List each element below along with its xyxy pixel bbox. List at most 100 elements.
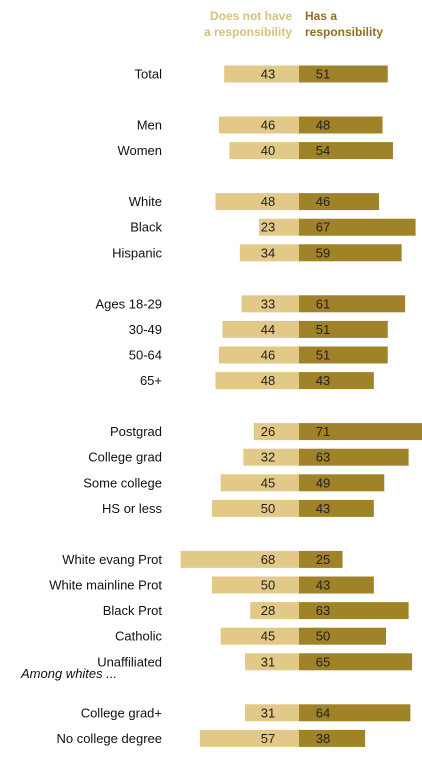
value-does-not-have: 50 [261, 578, 275, 593]
bar-does-not-have [245, 704, 299, 722]
bar-has [299, 423, 422, 441]
bar-has [299, 653, 413, 671]
value-has: 46 [316, 194, 330, 209]
bar-does-not-have [241, 295, 299, 313]
row-label: 30-49 [129, 322, 162, 337]
bar-has [299, 704, 411, 722]
value-has: 63 [316, 450, 330, 465]
bar-does-not-have [218, 346, 299, 364]
group-note: Among whites ... [20, 666, 117, 681]
row-label: Hispanic [112, 245, 162, 260]
value-does-not-have: 50 [261, 501, 275, 516]
value-has: 64 [316, 705, 330, 720]
value-does-not-have: 40 [261, 143, 275, 158]
row-label: College grad [88, 450, 162, 465]
row-label: Total [135, 67, 163, 82]
bar-has [299, 627, 386, 645]
bar-has [299, 244, 402, 262]
bar-does-not-have [215, 193, 299, 211]
bar-has [299, 142, 393, 160]
bar-does-not-have [212, 499, 299, 517]
value-has: 48 [316, 118, 330, 133]
row-label: White [129, 194, 162, 209]
bar-has [299, 729, 366, 747]
bar-does-not-have [212, 576, 299, 594]
value-does-not-have: 44 [261, 322, 275, 337]
row-label: No college degree [56, 731, 162, 746]
bar-does-not-have [222, 320, 299, 338]
row-label: 65+ [140, 373, 162, 388]
value-has: 63 [316, 603, 330, 618]
value-has: 59 [316, 245, 330, 260]
value-has: 51 [316, 348, 330, 363]
bar-does-not-have [224, 65, 299, 83]
bar-does-not-have [180, 550, 299, 568]
bar-has [299, 116, 383, 134]
bar-does-not-have [229, 142, 299, 160]
value-does-not-have: 33 [261, 296, 275, 311]
value-has: 51 [316, 67, 330, 82]
row-label: Ages 18-29 [96, 296, 163, 311]
bar-does-not-have [215, 372, 299, 390]
row-label: Catholic [115, 629, 162, 644]
value-does-not-have: 34 [261, 245, 275, 260]
bar-has [299, 346, 388, 364]
value-does-not-have: 45 [261, 475, 275, 490]
bar-does-not-have [243, 448, 299, 466]
bar-has [299, 295, 406, 313]
bar-has [299, 499, 374, 517]
bar-does-not-have [220, 474, 299, 492]
legend-label-does-not-have: Does not have [210, 9, 292, 23]
row-label: 50-64 [129, 348, 162, 363]
value-has: 25 [316, 552, 330, 567]
row-label: Postgrad [110, 424, 162, 439]
row-label: Women [117, 143, 162, 158]
bar-does-not-have [258, 218, 299, 236]
value-does-not-have: 43 [261, 67, 275, 82]
bar-does-not-have [220, 627, 299, 645]
value-has: 43 [316, 373, 330, 388]
bar-does-not-have [245, 653, 299, 671]
bar-has [299, 320, 388, 338]
legend-label-has: responsibility [305, 25, 383, 39]
value-does-not-have: 46 [261, 118, 275, 133]
row-label: Unaffiliated [97, 654, 162, 669]
value-has: 65 [316, 654, 330, 669]
bar-has [299, 576, 374, 594]
bar-has [299, 65, 388, 83]
bar-does-not-have [239, 244, 299, 262]
bar-does-not-have [199, 729, 299, 747]
value-does-not-have: 28 [261, 603, 275, 618]
bar-does-not-have [218, 116, 299, 134]
bar-has [299, 474, 385, 492]
value-has: 61 [316, 296, 330, 311]
row-label: Men [137, 118, 162, 133]
value-does-not-have: 46 [261, 348, 275, 363]
bar-has [299, 193, 380, 211]
value-has: 43 [316, 578, 330, 593]
row-label: White mainline Prot [49, 578, 162, 593]
value-has: 50 [316, 629, 330, 644]
legend-label-has: Has a [305, 9, 337, 23]
bar-has [299, 448, 409, 466]
value-has: 38 [316, 731, 330, 746]
value-has: 43 [316, 501, 330, 516]
bar-has [299, 550, 343, 568]
row-label: HS or less [102, 501, 162, 516]
value-does-not-have: 68 [261, 552, 275, 567]
value-does-not-have: 31 [261, 654, 275, 669]
bar-does-not-have [250, 602, 299, 620]
row-label: Black [130, 220, 162, 235]
value-does-not-have: 31 [261, 705, 275, 720]
bar-has [299, 218, 416, 236]
value-has: 71 [316, 424, 330, 439]
legend-label-does-not-have: a responsibility [204, 25, 292, 39]
value-has: 54 [316, 143, 330, 158]
bar-has [299, 372, 374, 390]
value-has: 67 [316, 220, 330, 235]
row-label: Some college [83, 475, 162, 490]
value-does-not-have: 45 [261, 629, 275, 644]
value-does-not-have: 32 [261, 450, 275, 465]
